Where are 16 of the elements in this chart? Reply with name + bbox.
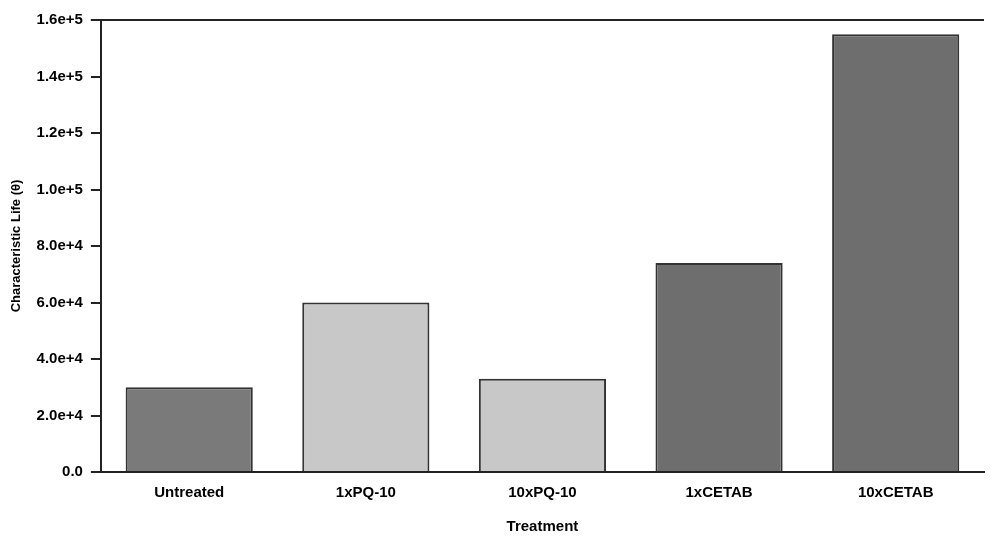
- y-tick-label: 1.4e+5: [36, 66, 83, 84]
- y-axis-title: Characteristic Life (θ): [8, 179, 24, 313]
- y-tick-label: 1.0e+5: [36, 179, 83, 197]
- y-tick-label: 8.0e+4: [36, 236, 84, 254]
- x-tick-label: 1xPQ-10: [335, 483, 396, 501]
- y-tick-label: 0.0: [62, 462, 83, 480]
- y-tick-label: 6.0e+4: [36, 292, 84, 310]
- x-tick-label: Untreated: [154, 483, 225, 501]
- y-tick-label: 2.0e+4: [36, 405, 84, 423]
- y-tick-label: 1.6e+5: [36, 10, 83, 28]
- x-tick-label: 1xCETAB: [685, 483, 753, 501]
- x-axis-title: Treatment: [506, 517, 579, 535]
- x-tick-label: 10xPQ-10: [508, 483, 577, 501]
- x-tick-label: 10xCETAB: [857, 483, 934, 501]
- y-tick-label: 1.2e+5: [36, 123, 83, 141]
- y-tick-label: 4.0e+4: [36, 349, 84, 367]
